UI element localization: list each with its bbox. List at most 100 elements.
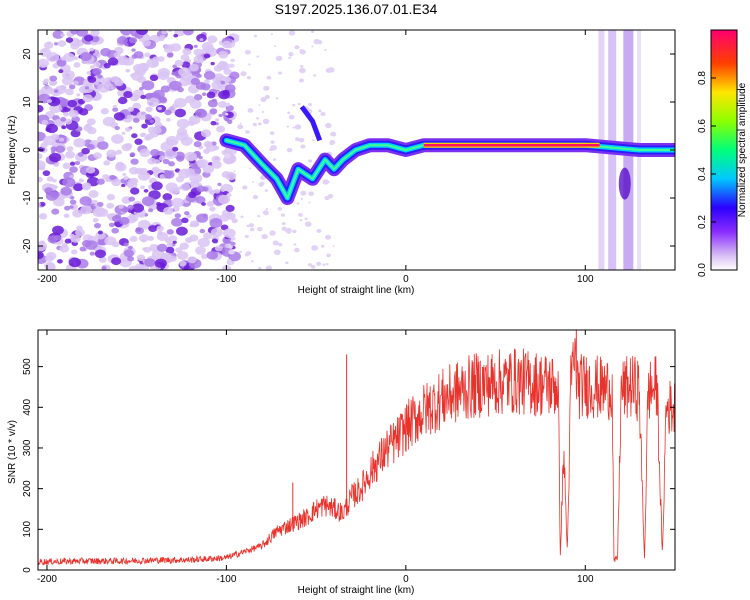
spectrogram-noise-cell bbox=[60, 186, 72, 196]
spectrogram-noise-cell bbox=[141, 196, 155, 207]
spectrogram-noise-cell bbox=[294, 137, 300, 142]
spectrogram-noise-cell bbox=[38, 251, 44, 260]
spectrogram-noise-cell bbox=[300, 65, 304, 68]
spectrogram-noise-cell bbox=[151, 181, 163, 191]
spectrogram-noise-cell bbox=[225, 204, 235, 212]
spectrogram-noise-cell bbox=[187, 256, 197, 264]
spectrogram-noise-cell bbox=[226, 193, 232, 198]
spectrogram-y-tick-label: 20 bbox=[22, 48, 33, 60]
spectrogram-noise-cell bbox=[294, 45, 300, 50]
spectrogram-noise-cell bbox=[128, 196, 136, 202]
spectrogram-noise-cell bbox=[69, 205, 74, 209]
spectrogram-noise-cell bbox=[174, 213, 182, 219]
spectrogram-noise-cell bbox=[246, 76, 251, 80]
spectrogram-noise-cell bbox=[278, 71, 282, 75]
spectrogram-noise-cell bbox=[136, 254, 146, 262]
spectrogram-noise-cell bbox=[269, 131, 275, 136]
spectrogram-noise-cell bbox=[264, 94, 270, 100]
spectrogram-noise-cell bbox=[196, 73, 202, 79]
spectrogram-noise-cell bbox=[50, 133, 60, 141]
spectrogram-noise-cell bbox=[145, 113, 151, 119]
spectrogram-branch bbox=[299, 105, 323, 142]
spectrogram-noise-cell bbox=[124, 127, 131, 132]
spectrogram-noise-cell bbox=[203, 79, 210, 84]
spectrogram-noise-cell bbox=[214, 189, 221, 194]
spectrogram-noise-cell bbox=[225, 102, 231, 107]
spectrogram-noise-cell bbox=[189, 223, 194, 227]
spectrogram-heatmap bbox=[38, 30, 675, 270]
spectrogram-noise-cell bbox=[297, 102, 301, 106]
spectrogram-noise-cell bbox=[78, 108, 89, 116]
spectrogram-noise-cell bbox=[59, 245, 70, 253]
spectrogram-noise-cell bbox=[210, 120, 217, 126]
spectrogram-noise-cell bbox=[316, 261, 322, 266]
spectrogram-noise-cell bbox=[39, 201, 46, 207]
spectrogram-noise-cell bbox=[201, 202, 206, 206]
snr-x-tick-label: -100 bbox=[216, 574, 236, 585]
spectrogram-noise-cell bbox=[329, 139, 336, 145]
chart-title: S197.2025.136.07.01.E34 bbox=[275, 1, 438, 17]
spectrogram-noise-cell bbox=[142, 39, 152, 47]
spectrogram-noise-cell bbox=[88, 190, 99, 198]
spectrogram-noise-cell bbox=[158, 37, 165, 42]
snr-x-tick-label: 100 bbox=[577, 574, 594, 585]
spectrogram-x-label: Height of straight line (km) bbox=[298, 285, 415, 296]
spectrogram-noise-cell bbox=[166, 118, 171, 122]
spectrogram-noise-cell bbox=[89, 251, 95, 256]
spectrogram-noise-cell bbox=[261, 110, 265, 113]
spectrogram-noise-cell bbox=[101, 265, 107, 270]
spectrogram-noise-cell bbox=[251, 260, 254, 263]
spectrogram-noise-cell bbox=[203, 53, 211, 59]
snr-x-tick-label: 0 bbox=[403, 574, 409, 585]
spectrogram-noise-cell bbox=[209, 206, 216, 212]
spectrogram-noise-cell bbox=[163, 206, 174, 215]
spectrogram-noise-cell bbox=[86, 144, 95, 150]
spectrogram-noise-cell bbox=[269, 230, 276, 236]
spectrogram-noise-cell bbox=[106, 213, 114, 219]
spectrogram-noise-cell bbox=[85, 123, 91, 128]
spectrogram-noise-cell bbox=[288, 52, 294, 57]
spectrogram-noise-cell bbox=[86, 71, 92, 75]
spectrogram-noise-cell bbox=[168, 80, 182, 91]
spectrogram-noise-cell bbox=[138, 171, 151, 181]
spectrogram-noise-cell bbox=[38, 104, 44, 113]
snr-y-tick-label: 500 bbox=[22, 358, 33, 375]
spectrogram-noise-cell bbox=[258, 104, 261, 106]
spectrogram-x-tick-label: 100 bbox=[577, 274, 594, 285]
spectrogram-noise-cell bbox=[152, 56, 160, 62]
spectrogram-noise-cell bbox=[50, 146, 58, 152]
spectrogram-noise-cell bbox=[166, 242, 173, 248]
spectrogram-noise-cell bbox=[142, 247, 147, 251]
spectrogram-noise-cell bbox=[38, 202, 41, 207]
spectrogram-x-tick-label: -200 bbox=[37, 274, 57, 285]
spectrogram-noise-cell bbox=[94, 81, 100, 86]
spectrogram-noise-cell bbox=[171, 197, 184, 208]
spectrogram-noise-cell bbox=[97, 230, 103, 235]
spectrogram-noise-cell bbox=[206, 91, 216, 99]
colorbar: 0.0 0.2 0.4 0.6 0.8 Normalized spectral ampl… bbox=[697, 29, 748, 277]
spectrogram-noise-cell bbox=[252, 194, 259, 200]
spectrogram-noise-cell bbox=[69, 199, 77, 205]
spectrogram-noise-cell bbox=[229, 71, 240, 80]
spectrogram-noise-cell bbox=[157, 106, 162, 111]
spectrogram-noise-cell bbox=[103, 160, 111, 166]
spectrogram-noise-cell bbox=[44, 261, 56, 270]
spectrogram-noise-cell bbox=[97, 136, 105, 142]
spectrogram-noise-cell bbox=[73, 62, 81, 68]
spectrogram-noise-cell bbox=[111, 134, 124, 144]
spectrogram-noise-cell bbox=[184, 211, 190, 216]
spectrogram-noise-cell bbox=[69, 161, 76, 166]
spectrogram-noise-cell bbox=[171, 217, 183, 227]
spectrogram-noise-cell bbox=[147, 235, 155, 242]
spectrogram-noise-cell bbox=[223, 68, 232, 75]
spectrogram-noise-cell bbox=[206, 250, 218, 260]
spectrogram-noise-cell bbox=[210, 61, 215, 66]
spectrogram-noise-cell bbox=[153, 159, 161, 165]
spectrogram-noise-cell bbox=[93, 61, 101, 68]
spectrogram-noise-cell bbox=[40, 142, 48, 149]
spectrogram-noise-cell bbox=[162, 158, 170, 165]
spectrogram-noise-cell bbox=[52, 225, 64, 235]
spectrogram-noise-cell bbox=[194, 108, 208, 118]
spectrogram-noise-cell bbox=[206, 142, 213, 148]
